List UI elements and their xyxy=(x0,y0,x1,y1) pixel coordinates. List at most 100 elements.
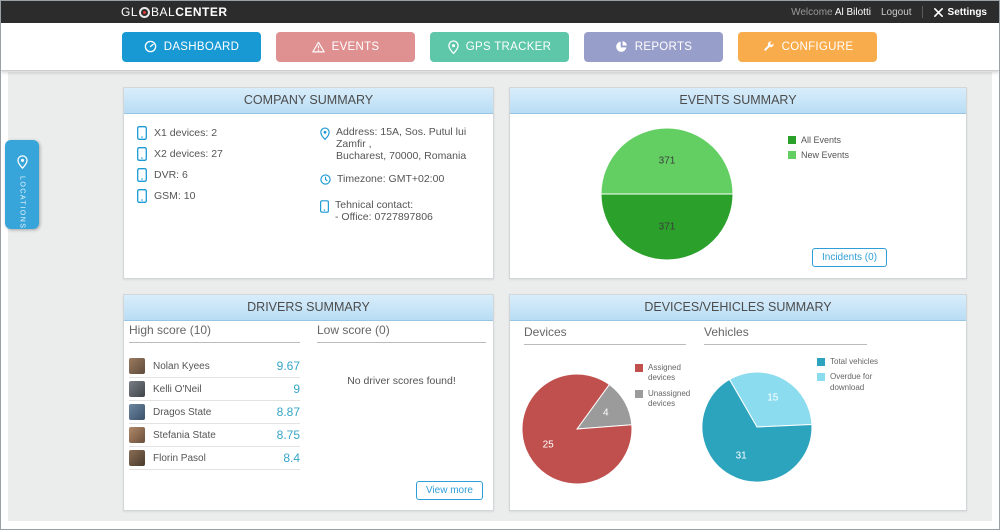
device-count-row: X2 devices: 27 xyxy=(137,143,223,164)
legend-swatch xyxy=(817,358,825,366)
mobile-device-icon xyxy=(137,188,147,203)
wrench-icon xyxy=(763,41,774,52)
driver-score: 8.4 xyxy=(283,451,300,465)
company-info-column: Address: 15A, Sos. Putul lui Zamfir , Bu… xyxy=(320,126,490,234)
nav-reports-button[interactable]: REPORTS xyxy=(584,31,723,62)
devices-header: Devices xyxy=(524,325,686,345)
events-summary-panel: EVENTS SUMMARY 371 371 All Events New Eve… xyxy=(509,87,967,279)
nav-gps-tracker-button[interactable]: GPS TRACKER xyxy=(430,31,569,62)
svg-text:31: 31 xyxy=(736,451,748,462)
contact-title: Tehnical contact: xyxy=(335,199,414,211)
svg-text:4: 4 xyxy=(603,408,609,419)
driver-row[interactable]: Kelli O'Neil 9 xyxy=(129,378,300,401)
mobile-device-icon xyxy=(137,146,147,161)
contact-text: Tehnical contact: - Office: 0727897806 xyxy=(335,199,433,223)
device-count-row: X1 devices: 2 xyxy=(137,122,223,143)
svg-text:371: 371 xyxy=(659,222,676,233)
legend-swatch xyxy=(788,136,796,144)
locations-tab-label: LOCATIONS xyxy=(18,175,26,229)
drivers-summary-panel: DRIVERS SUMMARY High score (10) Low scor… xyxy=(123,294,494,511)
panel-title: DRIVERS SUMMARY xyxy=(124,295,493,321)
device-count-label: GSM: 10 xyxy=(154,189,196,202)
devices-legend: Assigned devices Unassigned devices xyxy=(635,363,702,410)
mobile-device-icon xyxy=(137,167,147,182)
timezone-item: Timezone: GMT+02:00 xyxy=(320,173,490,188)
address-line2: Bucharest, 70000, Romania xyxy=(336,150,467,162)
address-line1: Address: 15A, Sos. Putul lui Zamfir , xyxy=(336,126,467,150)
panel-title: EVENTS SUMMARY xyxy=(510,88,966,114)
tools-icon xyxy=(933,7,943,17)
legend-item: All Events xyxy=(788,135,849,145)
driver-score: 8.75 xyxy=(276,428,300,442)
logo-text-gl: GL xyxy=(121,5,139,19)
mobile-device-icon xyxy=(137,125,147,140)
panel-title: COMPANY SUMMARY xyxy=(124,88,493,114)
legend-label: New Events xyxy=(801,150,850,160)
legend-item: Assigned devices xyxy=(635,363,702,384)
device-count-row: GSM: 10 xyxy=(137,185,223,206)
view-more-button[interactable]: View more xyxy=(415,481,483,500)
contact-item: Tehnical contact: - Office: 0727897806 xyxy=(320,199,490,223)
address-item: Address: 15A, Sos. Putul lui Zamfir , Bu… xyxy=(320,126,490,162)
topbar: GL BAL CENTER Welcome Al Bilotti Logout … xyxy=(1,1,999,23)
logout-link[interactable]: Logout xyxy=(880,6,912,18)
vehicles-header: Vehicles xyxy=(704,325,867,345)
topbar-divider xyxy=(921,6,923,18)
legend-item: New Events xyxy=(788,150,849,160)
driver-name: Kelli O'Neil xyxy=(153,383,202,395)
low-score-empty-message: No driver scores found! xyxy=(347,375,456,387)
devices-pie-chart: 4 25 xyxy=(521,373,633,485)
settings-link[interactable]: Settings xyxy=(933,7,987,18)
welcome-label: Welcome xyxy=(791,6,833,18)
nav-gps-tracker-label: GPS TRACKER xyxy=(465,40,552,53)
high-score-list: Nolan Kyees 9.67 Kelli O'Neil 9 Dragos S… xyxy=(129,355,300,470)
device-count-label: X2 devices: 27 xyxy=(154,147,223,160)
device-count-label: DVR: 6 xyxy=(154,168,188,181)
vehicles-legend: Total vehicles Overdue for download xyxy=(817,357,884,393)
events-pie-chart: 371 371 xyxy=(600,127,734,261)
legend-swatch xyxy=(635,364,643,372)
driver-row[interactable]: Stefania State 8.75 xyxy=(129,424,300,447)
driver-avatar xyxy=(129,381,145,397)
driver-avatar xyxy=(129,358,145,374)
driver-row[interactable]: Nolan Kyees 9.67 xyxy=(129,355,300,378)
nav-dashboard-label: DASHBOARD xyxy=(163,40,240,53)
driver-avatar xyxy=(129,450,145,466)
locations-tab[interactable]: LOCATIONS xyxy=(5,140,39,229)
phone-icon xyxy=(320,200,329,223)
driver-row[interactable]: Dragos State 8.87 xyxy=(129,401,300,424)
svg-text:371: 371 xyxy=(659,156,676,167)
driver-row[interactable]: Florin Pasol 8.4 xyxy=(129,447,300,470)
legend-item: Total vehicles xyxy=(817,357,884,367)
contact-office: - Office: 0727897806 xyxy=(335,211,433,223)
legend-item: Unassigned devices xyxy=(635,389,702,410)
logo-text-bal: BAL xyxy=(151,5,176,19)
topbar-actions: Welcome Al Bilotti Logout Settings xyxy=(791,6,987,18)
devices-vehicles-summary-panel: DEVICES/VEHICLES SUMMARY Devices Vehicle… xyxy=(509,294,967,511)
username: Al Bilotti xyxy=(834,6,871,18)
globe-icon xyxy=(139,6,151,18)
legend-label: All Events xyxy=(801,135,842,145)
device-count-label: X1 devices: 2 xyxy=(154,126,218,139)
incidents-button[interactable]: Incidents (0) xyxy=(812,248,888,267)
events-legend: All Events New Events xyxy=(788,135,849,160)
legend-swatch xyxy=(635,389,643,398)
nav-dashboard-button[interactable]: DASHBOARD xyxy=(122,31,261,62)
driver-name: Stefania State xyxy=(153,429,216,441)
pie-chart-icon xyxy=(615,41,627,52)
driver-name: Dragos State xyxy=(153,406,212,418)
logo-text-center: CENTER xyxy=(175,5,228,19)
legend-label: Total vehicles xyxy=(830,357,879,366)
panel-title: DEVICES/VEHICLES SUMMARY xyxy=(510,295,966,321)
address-pin-icon xyxy=(320,127,330,162)
location-pin-icon xyxy=(16,155,28,169)
nav-events-button[interactable]: EVENTS xyxy=(276,31,415,62)
legend-item: Overdue for download xyxy=(817,372,884,393)
driver-avatar xyxy=(129,404,145,420)
timezone-text: Timezone: GMT+02:00 xyxy=(337,173,445,185)
nav-configure-button[interactable]: CONFIGURE xyxy=(738,31,877,62)
driver-name: Florin Pasol xyxy=(153,452,206,464)
settings-label: Settings xyxy=(947,6,987,18)
